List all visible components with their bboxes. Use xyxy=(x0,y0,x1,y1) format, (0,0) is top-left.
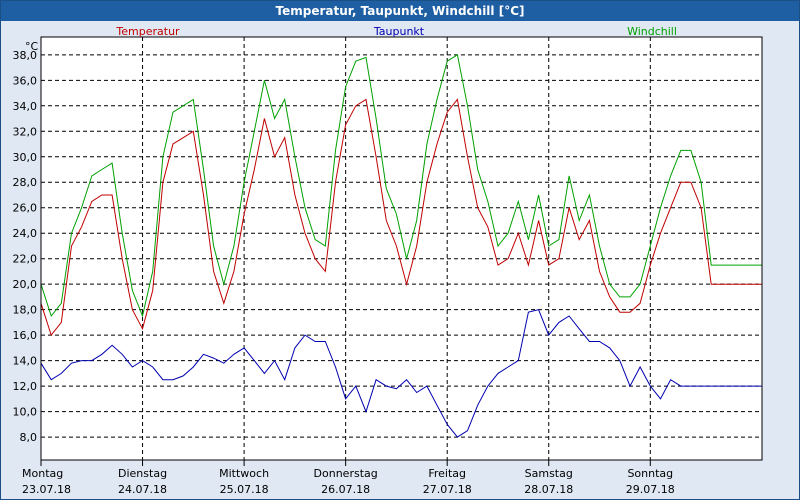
y-tick-label: 10,0 xyxy=(13,406,38,419)
y-tick-label: 36,0 xyxy=(13,74,38,87)
y-tick-label: 26,0 xyxy=(13,202,38,215)
y-tick-label: 22,0 xyxy=(13,253,38,266)
y-tick-label: 18,0 xyxy=(13,304,38,317)
x-tick-date: 24.07.18 xyxy=(118,483,167,496)
y-tick-label: 32,0 xyxy=(13,125,38,138)
legend-entry-windchill: Windchill xyxy=(627,25,677,38)
x-tick-day: Donnerstag xyxy=(314,467,378,480)
y-tick-label: 24,0 xyxy=(13,227,38,240)
x-tick-date: 23.07.18 xyxy=(22,483,71,496)
x-tick-day: Montag xyxy=(22,467,63,480)
x-tick-date: 27.07.18 xyxy=(423,483,472,496)
x-tick-date: 28.07.18 xyxy=(524,483,573,496)
legend-entry-temperatur: Temperatur xyxy=(115,25,180,38)
y-tick-label: 38,0 xyxy=(13,49,38,62)
y-tick-label: 8,0 xyxy=(20,431,38,444)
x-tick-day: Dienstag xyxy=(118,467,167,480)
legend-entry-taupunkt: Taupunkt xyxy=(373,25,425,38)
x-tick-day: Samstag xyxy=(525,467,573,480)
x-tick-date: 29.07.18 xyxy=(626,483,675,496)
series-line-windchill xyxy=(40,53,762,318)
y-axis-unit: °C xyxy=(25,40,39,53)
y-tick-label: 28,0 xyxy=(13,176,38,189)
x-tick-day: Sonntag xyxy=(627,467,673,480)
y-tick-label: 14,0 xyxy=(13,355,38,368)
x-tick-date: 26.07.18 xyxy=(321,483,370,496)
y-tick-label: 16,0 xyxy=(13,329,38,342)
y-tick-label: 34,0 xyxy=(13,100,38,113)
x-tick-date: 25.07.18 xyxy=(220,483,269,496)
series-line-taupunkt xyxy=(40,309,762,438)
plot-area xyxy=(41,37,762,460)
y-tick-label: 12,0 xyxy=(13,380,38,393)
series-line-temperatur xyxy=(40,98,762,337)
chart-title: Temperatur, Taupunkt, Windchill [°C] xyxy=(1,1,799,21)
y-tick-label: 30,0 xyxy=(13,151,38,164)
x-tick-day: Freitag xyxy=(428,467,466,480)
x-tick-day: Mittwoch xyxy=(219,467,269,480)
plot-border xyxy=(40,36,763,461)
y-tick-label: 20,0 xyxy=(13,278,38,291)
